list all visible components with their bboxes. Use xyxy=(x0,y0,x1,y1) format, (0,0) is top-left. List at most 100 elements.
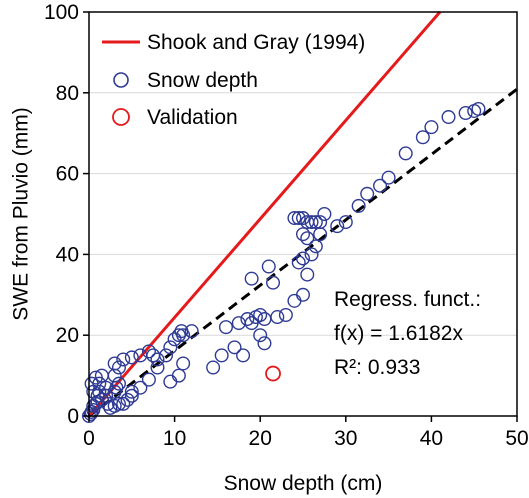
snow-depth-point-57 xyxy=(240,312,255,327)
snow-depth-point-35 xyxy=(150,352,165,367)
y-tick-label-60: 60 xyxy=(56,163,79,186)
y-tick-label-40: 40 xyxy=(56,243,79,266)
snow-depth-point-98 xyxy=(471,101,486,116)
legend-label-shook-gray: Shook and Gray (1994) xyxy=(147,31,365,54)
snow-depth-point-70 xyxy=(300,267,315,282)
snow-depth-point-64 xyxy=(266,275,281,290)
y-tick-label-80: 80 xyxy=(56,82,79,105)
snow-depth-point-50 xyxy=(206,360,221,375)
snow-depth-point-90 xyxy=(373,178,388,193)
snow-depth-point-23 xyxy=(124,388,139,403)
legend-marker-validation xyxy=(112,108,130,126)
snow-depth-point-75 xyxy=(291,211,306,226)
snow-depth-point-15 xyxy=(99,380,114,395)
validation-points xyxy=(265,365,281,382)
snow-depth-point-21 xyxy=(116,396,131,411)
legend: Shook and Gray (1994) Snow depth Validat… xyxy=(102,31,365,129)
snow-depth-point-88 xyxy=(351,198,366,213)
snow-depth-point-86 xyxy=(330,219,345,234)
validation-point-0 xyxy=(265,365,281,382)
snow-depth-point-66 xyxy=(270,310,285,325)
snow-depth-point-41 xyxy=(176,328,191,343)
snow-depth-point-43 xyxy=(176,356,191,371)
shook-gray-line-layer xyxy=(87,11,442,417)
legend-label-validation: Validation xyxy=(147,106,238,129)
snow-depth-point-84 xyxy=(296,251,311,266)
snow-depth-point-68 xyxy=(287,293,302,308)
snow-depth-point-37 xyxy=(163,340,178,355)
snow-depth-point-8 xyxy=(92,384,107,399)
legend-label-snow-depth: Snow depth xyxy=(147,69,258,92)
snow-depth-point-87 xyxy=(338,215,353,230)
snow-depth-point-62 xyxy=(253,328,268,343)
x-tick-label-40: 40 xyxy=(420,427,443,450)
snow-depth-point-80 xyxy=(317,206,332,221)
horizontal-gridlines xyxy=(89,92,517,336)
regression-annotation: Regress. funct.: f(x) = 1.6182x R²: 0.93… xyxy=(334,288,481,379)
annotation-line-2: f(x) = 1.6182x xyxy=(334,322,463,345)
x-tick-label-10: 10 xyxy=(163,427,186,450)
snow-depth-point-74 xyxy=(287,211,302,226)
snow-depth-point-96 xyxy=(458,105,473,120)
snow-depth-point-59 xyxy=(253,308,268,323)
snow-depth-point-38 xyxy=(167,332,182,347)
snow-depth-point-52 xyxy=(218,320,233,335)
y-tick-label-0: 0 xyxy=(67,405,79,428)
snow-depth-point-22 xyxy=(120,392,135,407)
snow-depth-point-13 xyxy=(92,376,107,391)
snow-depth-point-69 xyxy=(296,287,311,302)
annotation-line-1: Regress. funct.: xyxy=(334,288,481,311)
plot-frame xyxy=(88,11,518,417)
snow-depth-point-65 xyxy=(261,259,276,274)
x-tick-label-50: 50 xyxy=(505,427,528,450)
snow-depth-point-20 xyxy=(111,396,126,411)
x-axis-ticks: 0 10 20 30 40 50 xyxy=(83,416,529,450)
snow-depth-point-53 xyxy=(227,340,242,355)
snow-depth-point-33 xyxy=(141,344,156,359)
x-axis-title: Snow depth (cm) xyxy=(224,472,383,495)
snow-depth-point-48 xyxy=(133,380,148,395)
annotation-line-3: R²: 0.933 xyxy=(334,356,420,379)
snow-depth-point-51 xyxy=(214,348,229,363)
shook-gray-line xyxy=(87,11,442,417)
snow-depth-point-17 xyxy=(100,396,115,411)
y-axis-title: SWE from Pluvio (mm) xyxy=(10,107,33,321)
snow-depth-point-73 xyxy=(304,215,319,230)
snow-depth-point-63 xyxy=(257,336,272,351)
snow-depth-point-42 xyxy=(184,324,199,339)
y-tick-label-20: 20 xyxy=(56,324,79,347)
snow-depth-point-44 xyxy=(171,368,186,383)
snow-depth-point-76 xyxy=(296,211,311,226)
snow-depth-point-92 xyxy=(398,146,413,161)
snow-depth-point-49 xyxy=(124,384,139,399)
snow-depth-point-82 xyxy=(308,239,323,254)
legend-marker-snow-depth xyxy=(113,72,129,88)
y-axis-ticks: 0 20 40 60 80 100 xyxy=(44,1,89,428)
snow-depth-point-16 xyxy=(99,388,114,403)
snow-depth-point-2 xyxy=(84,404,99,419)
snow-depth-point-31 xyxy=(124,350,139,365)
snow-depth-point-47 xyxy=(141,372,156,387)
snow-depth-point-29 xyxy=(107,356,122,371)
y-tick-label-100: 100 xyxy=(44,1,79,24)
x-tick-label-0: 0 xyxy=(83,427,95,450)
snow-depth-point-71 xyxy=(300,231,315,246)
snow-depth-point-93 xyxy=(415,130,430,145)
x-tick-label-20: 20 xyxy=(249,427,272,450)
snow-depth-point-61 xyxy=(244,271,259,286)
snow-depth-point-39 xyxy=(171,328,186,343)
snow-depth-point-85 xyxy=(291,255,306,270)
snow-depth-point-28 xyxy=(111,360,126,375)
snow-depth-point-78 xyxy=(308,215,323,230)
snow-depth-point-30 xyxy=(116,352,131,367)
snow-depth-point-83 xyxy=(304,247,319,262)
snow-depth-point-36 xyxy=(159,348,174,363)
snow-depth-point-26 xyxy=(111,376,126,391)
snow-depth-point-45 xyxy=(163,374,178,389)
snow-depth-point-95 xyxy=(441,110,456,125)
snow-depth-point-46 xyxy=(150,360,165,375)
snow-depth-point-91 xyxy=(381,170,396,185)
snow-depth-point-94 xyxy=(424,120,439,135)
snow-depth-point-55 xyxy=(236,348,251,363)
